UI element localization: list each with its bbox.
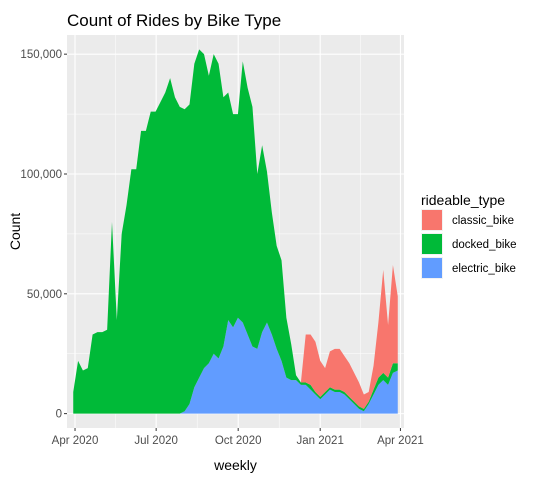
x-axis-label: weekly <box>213 457 257 473</box>
x-tick-label: Apr 2021 <box>377 435 424 447</box>
y-tick-label: 50,000 <box>27 289 62 301</box>
y-tick-label: 150,000 <box>20 49 62 61</box>
legend-label-electric-bike: electric_bike <box>452 263 516 275</box>
chart-title: Count of Rides by Bike Type <box>67 11 281 30</box>
y-tick-label: 100,000 <box>20 169 62 181</box>
y-tick-label: 0 <box>56 409 62 421</box>
legend-swatch-electric-bike <box>422 258 442 278</box>
x-axis: Apr 2020 Jul 2020 Oct 2020 Jan 2021 Apr 2021 <box>52 428 424 447</box>
legend: rideable_type classic_bike docked_bikeele… <box>421 192 517 279</box>
area-layers <box>73 49 398 414</box>
legend-label-classic-bike: classic_bike <box>452 215 514 227</box>
x-tick-label: Jan 2021 <box>297 435 344 447</box>
legend-title: rideable_type <box>421 192 505 208</box>
legend-swatch-classic-bike <box>422 210 442 230</box>
y-axis-label: Count <box>7 213 23 250</box>
area-electric-bike <box>73 317 398 414</box>
y-axis: 0 50,000 100,000 150,000 <box>20 49 67 421</box>
legend-label-docked-bike: docked_bike <box>452 239 517 251</box>
area-docked-bike <box>73 49 398 414</box>
x-tick-label: Jul 2020 <box>134 435 177 447</box>
x-tick-label: Apr 2020 <box>52 435 99 447</box>
x-tick-label: Oct 2020 <box>215 435 262 447</box>
legend-swatch-docked-bike <box>422 234 442 254</box>
